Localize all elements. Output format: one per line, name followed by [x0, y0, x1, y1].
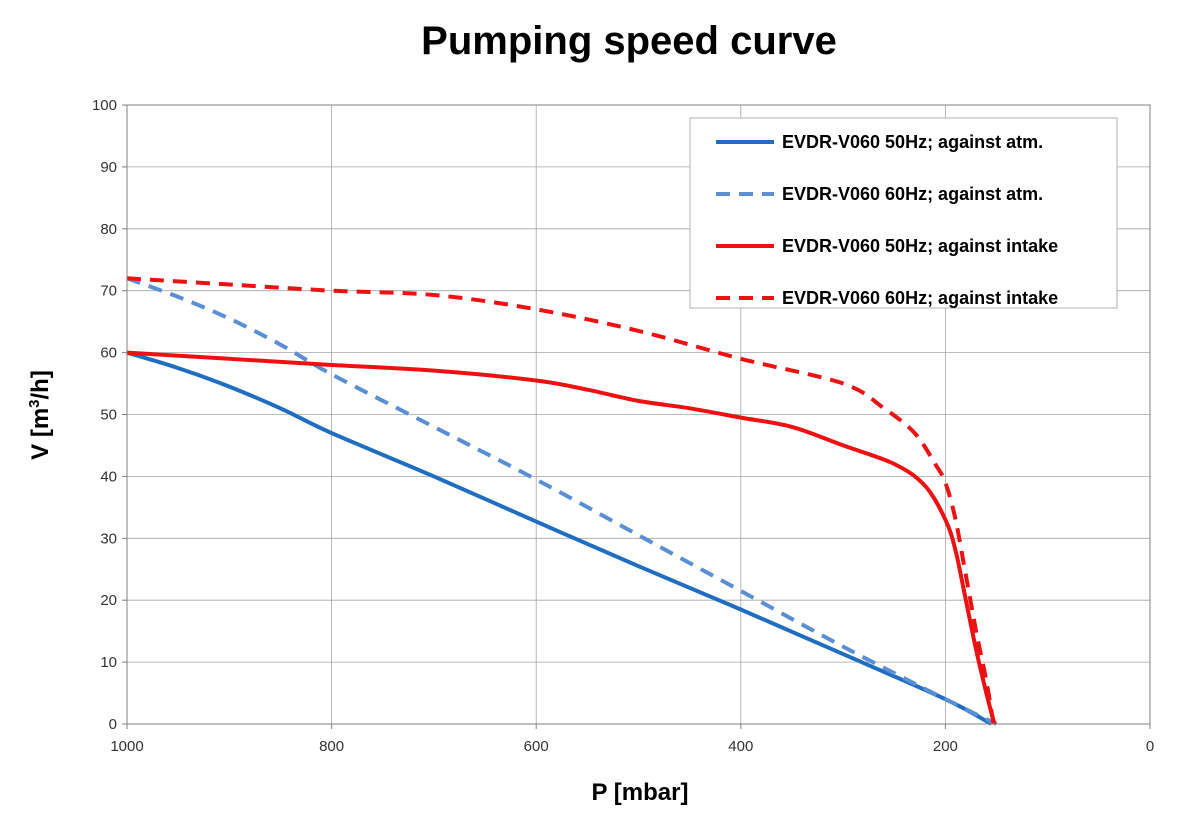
y-axis-title-tail: /h] [27, 370, 54, 399]
x-tick-labels: 1000 800 600 400 200 0 [110, 738, 1154, 755]
x-tick-label: 800 [319, 738, 344, 755]
plot-frame [126, 104, 1151, 725]
y-tick-label: 20 [100, 592, 117, 609]
x-tick-label: 0 [1146, 738, 1154, 755]
y-tick-label: 80 [100, 221, 117, 238]
y-axis-title: V [m3/h] [26, 370, 54, 460]
x-tick-label: 400 [728, 738, 753, 755]
chart-title: Pumping speed curve [421, 19, 837, 63]
legend-label-3: EVDR-V060 50Hz; against intake [782, 236, 1058, 256]
y-tick-label: 10 [100, 654, 117, 671]
series-line-1 [126, 350, 993, 726]
x-tick-label: 600 [524, 738, 549, 755]
legend-label-2: EVDR-V060 60Hz; against atm. [782, 184, 1043, 204]
x-tick-label: 1000 [110, 738, 143, 755]
legend-label-4: EVDR-V060 60Hz; against intake [782, 288, 1058, 308]
y-axis-title-sup: 3 [26, 399, 43, 407]
y-tick-label: 90 [100, 159, 117, 176]
series-line-4 [126, 276, 996, 725]
legend: EVDR-V060 50Hz; against atm. EVDR-V060 60… [689, 117, 1118, 309]
legend-box [689, 117, 1118, 309]
y-tick-label: 60 [100, 345, 117, 362]
y-tick-label: 30 [100, 530, 117, 547]
y-tick-label: 40 [100, 468, 117, 485]
series-line-3 [126, 350, 997, 725]
series-line-2 [126, 276, 998, 726]
y-axis-title-main: V [m [27, 408, 54, 460]
legend-label-1: EVDR-V060 50Hz; against atm. [782, 132, 1043, 152]
y-tick-label: 100 [92, 97, 117, 114]
y-tick-labels: 0 10 20 30 40 50 60 70 80 90 100 [92, 97, 117, 733]
y-tick-label: 50 [100, 407, 117, 424]
series-lines [126, 276, 998, 726]
y-tick-label: 0 [109, 716, 117, 733]
y-tick-label: 70 [100, 283, 117, 300]
x-tick-label: 200 [933, 738, 958, 755]
x-axis-title: P [mbar] [592, 779, 689, 806]
